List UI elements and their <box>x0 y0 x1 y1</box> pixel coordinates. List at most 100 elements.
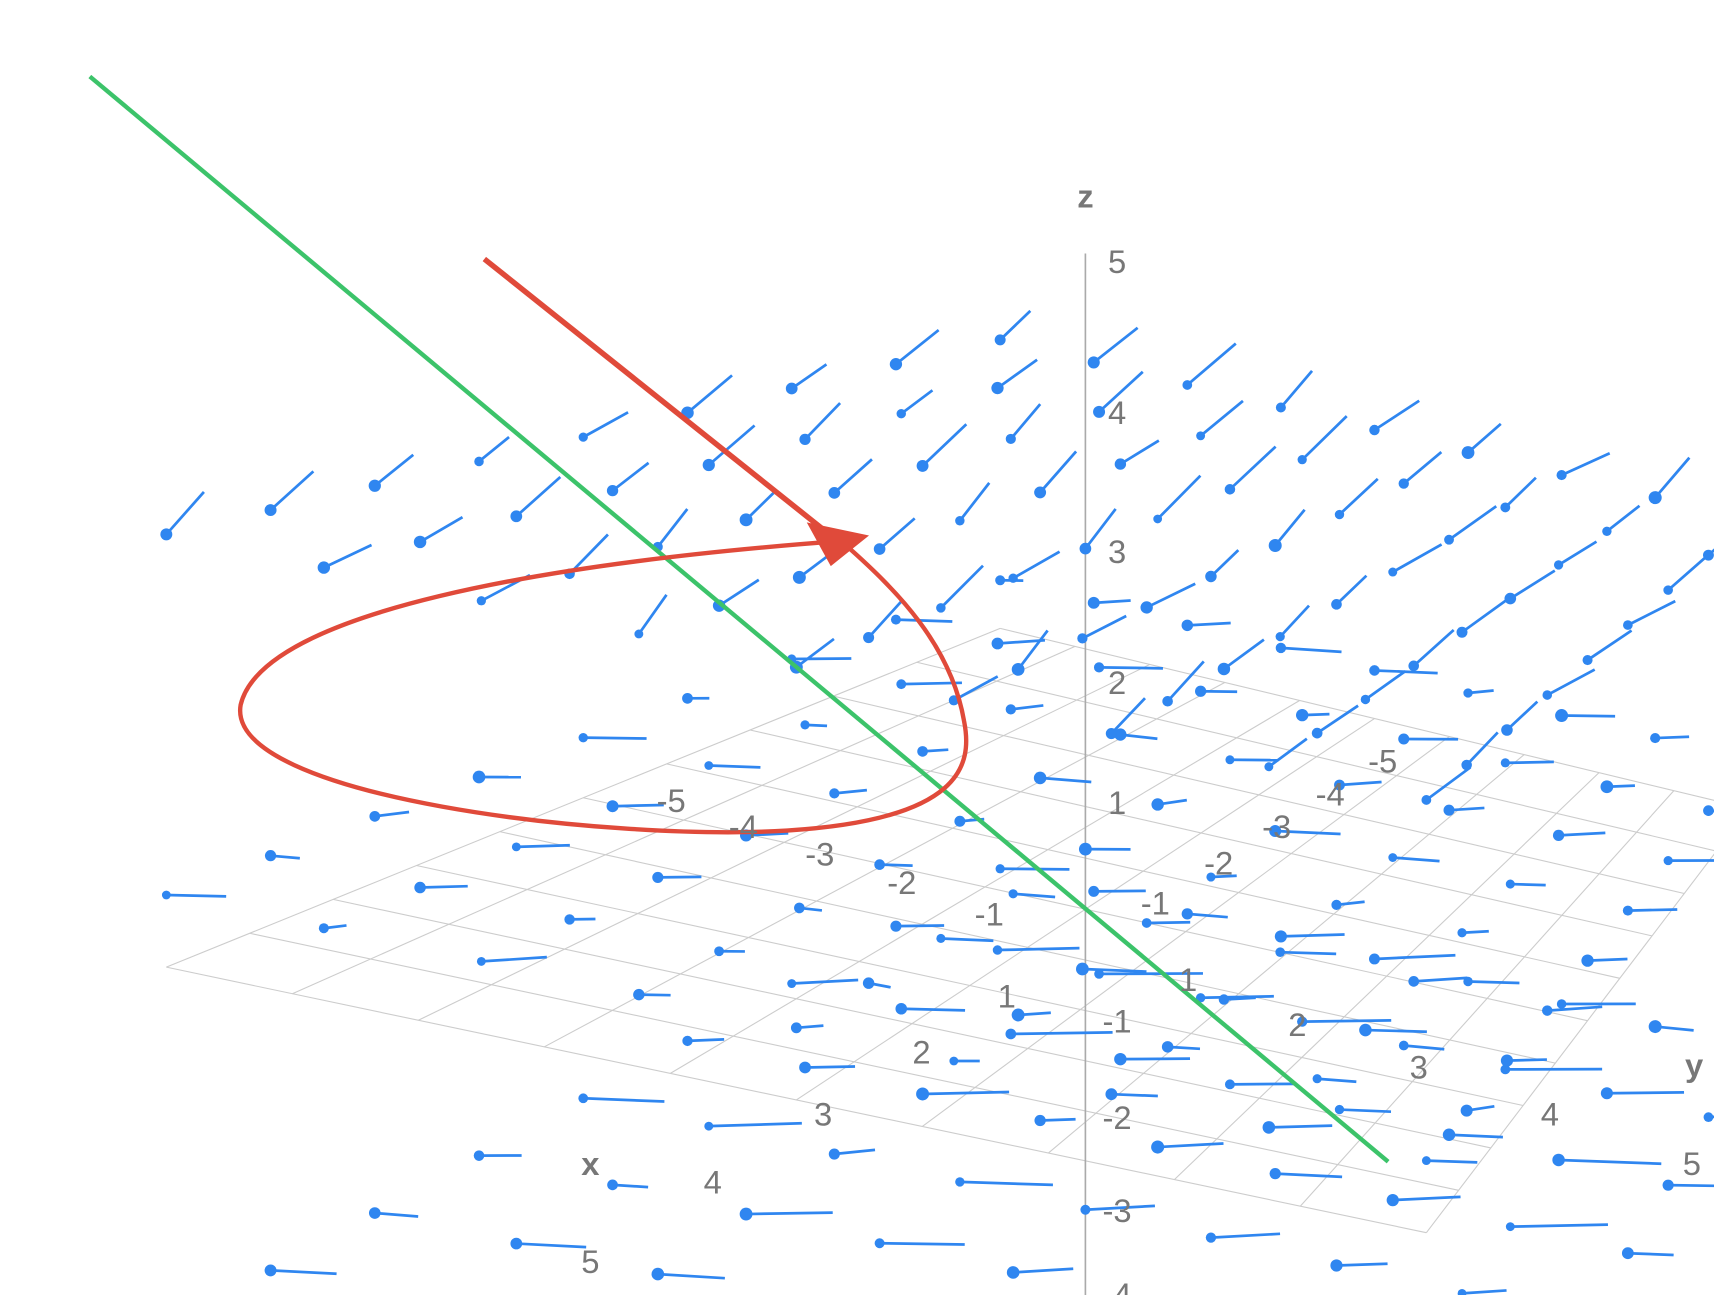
field-arrow <box>1120 733 1158 741</box>
field-arrow <box>1010 1031 1113 1036</box>
field-arrow <box>1187 621 1231 627</box>
field-arrow-head <box>995 864 1005 874</box>
field-arrow <box>1365 1028 1427 1034</box>
field-arrow-head <box>1398 733 1410 745</box>
field-arrow-head <box>1206 872 1216 882</box>
field-arrow-head <box>1093 405 1106 418</box>
field-arrow-head <box>704 1121 714 1131</box>
field-arrow <box>1506 700 1539 732</box>
field-arrow-head <box>1087 596 1100 609</box>
field-arrow-head <box>1264 762 1274 772</box>
field-arrow <box>515 476 562 518</box>
field-arrow <box>166 893 227 898</box>
field-arrow <box>583 736 647 740</box>
field-arrow-head <box>874 859 885 870</box>
field-arrow <box>373 453 415 487</box>
y-tick-label: 1 <box>1179 961 1197 998</box>
x-tick-label: -4 <box>729 808 758 845</box>
field-arrow-head <box>1556 470 1567 481</box>
field-arrow-head <box>1217 662 1231 676</box>
field-arrow <box>1561 451 1611 477</box>
field-arrow-head <box>1505 1222 1515 1232</box>
field-arrow-head <box>1457 1288 1467 1295</box>
field-arrow <box>165 491 205 536</box>
y-tick-label: 2 <box>1288 1006 1306 1043</box>
field-arrow-head <box>1331 599 1342 610</box>
field-arrow-head <box>1269 824 1282 838</box>
field-arrow <box>1506 1058 1547 1062</box>
field-arrow <box>834 1148 876 1156</box>
field-arrow <box>1606 504 1641 533</box>
field-arrow-head <box>1079 542 1092 555</box>
field-arrow <box>997 638 1046 645</box>
field-arrow-head <box>1553 560 1564 570</box>
field-arrow <box>1302 1018 1392 1024</box>
field-arrow <box>1335 574 1368 606</box>
field-arrow <box>708 764 761 769</box>
field-arrow-head <box>1552 1153 1565 1167</box>
field-arrow-head <box>318 923 329 934</box>
field-arrow <box>804 402 842 441</box>
field-arrow <box>1280 950 1337 956</box>
field-arrow-head <box>1195 685 1207 697</box>
field-arrow-head <box>1504 592 1517 605</box>
field-arrow-head <box>955 516 965 526</box>
field-arrow-head <box>895 1002 908 1015</box>
field-arrow-head <box>1005 704 1016 715</box>
field-arrow <box>1013 892 1056 899</box>
field-arrow-head <box>317 561 331 574</box>
field-arrow <box>867 599 904 639</box>
field-arrow-head <box>1457 928 1467 938</box>
field-arrow <box>1426 1159 1478 1164</box>
field-arrow <box>833 458 873 494</box>
field-arrow <box>478 435 510 463</box>
field-arrow <box>1425 766 1472 802</box>
field-arrow-head <box>829 788 840 799</box>
field-arrow <box>1093 599 1131 605</box>
x-tick-label: 3 <box>814 1096 832 1133</box>
field-arrow-head <box>1011 662 1025 676</box>
field-arrow <box>1039 450 1078 494</box>
field-arrow-head <box>1542 690 1553 700</box>
field-arrow <box>1119 439 1160 466</box>
field-arrow-head <box>1555 709 1569 723</box>
field-arrow <box>1467 980 1520 985</box>
field-arrow-head <box>1218 994 1230 1005</box>
field-arrow-head <box>264 850 277 862</box>
field-arrow <box>958 482 991 522</box>
field-arrow <box>1040 776 1092 784</box>
field-arrow-head <box>1650 732 1661 744</box>
field-arrow <box>1280 933 1345 938</box>
grid-line <box>499 831 1556 1064</box>
field-arrow <box>1200 994 1274 1000</box>
field-arrow-head <box>1034 486 1047 499</box>
field-arrow <box>1275 1172 1343 1179</box>
field-arrow <box>657 1272 725 1280</box>
field-arrow-head <box>1460 1104 1473 1117</box>
field-arrow-head <box>1542 1005 1553 1016</box>
field-arrow <box>323 543 373 569</box>
y-tick-label: -2 <box>1204 844 1233 881</box>
y-tick-label: 3 <box>1410 1049 1428 1086</box>
field-arrow-head <box>1105 1088 1118 1101</box>
field-arrow <box>1557 540 1598 567</box>
field-arrow <box>1040 1117 1076 1122</box>
field-arrow-head <box>1505 879 1515 889</box>
field-arrow-head <box>1075 962 1089 976</box>
field-arrow <box>1413 976 1468 983</box>
field-arrow <box>1199 399 1244 437</box>
field-arrow-head <box>1224 484 1236 495</box>
red-loop <box>238 538 969 835</box>
field-arrow <box>1505 760 1554 765</box>
field-arrow <box>1223 638 1265 671</box>
x-tick-label: 2 <box>912 1033 930 1070</box>
field-arrow <box>1279 370 1314 409</box>
z-tick-label: 4 <box>1108 394 1126 431</box>
field-arrow <box>1547 1005 1603 1012</box>
z-tick-label: -4 <box>1103 1276 1132 1295</box>
field-arrow-head <box>995 575 1006 586</box>
field-arrow-head <box>862 977 875 989</box>
field-arrow <box>1156 474 1202 520</box>
field-arrow-head <box>1369 424 1380 436</box>
field-arrow-head <box>1262 1121 1276 1134</box>
